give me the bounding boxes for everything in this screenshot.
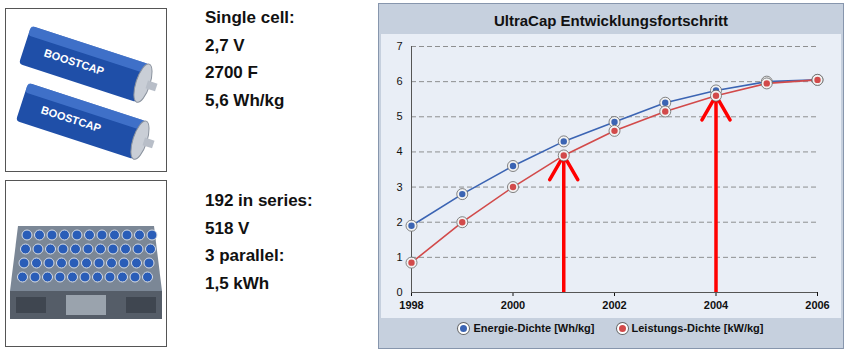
svg-text:7: 7 [396, 40, 402, 52]
svg-text:BOOSTCAP: BOOSTCAP [40, 104, 103, 135]
svg-text:3: 3 [396, 181, 402, 193]
html-text:2700 F: 2700 F [205, 63, 258, 82]
svg-text:BOOSTCAP: BOOSTCAP [43, 47, 106, 78]
html-text:UltraCap Entwicklungsfortschri: UltraCap Entwicklungsfortschritt [493, 12, 729, 29]
svg-text:1: 1 [396, 251, 402, 263]
html-text:Leistungs-Dichte [kW/kg]: Leistungs-Dichte [kW/kg] [631, 322, 764, 334]
html-text:5,6 Wh/kg: 5,6 Wh/kg [205, 90, 285, 110]
svg-text:1998: 1998 [399, 299, 423, 311]
svg-text:2000: 2000 [501, 299, 525, 311]
html-text:2,7 V: 2,7 V [205, 35, 245, 55]
svg-text:2002: 2002 [602, 299, 626, 311]
html-text:518 V: 518 V [205, 218, 250, 238]
svg-text:2: 2 [396, 216, 402, 228]
svg-text:2006: 2006 [805, 299, 829, 311]
svg-text:0: 0 [396, 286, 402, 298]
svg-text:6: 6 [396, 75, 402, 87]
svg-text:5: 5 [396, 110, 402, 122]
html-text:1,5 kWh: 1,5 kWh [205, 273, 270, 293]
svg-text:4: 4 [396, 145, 402, 157]
html-text:192 in series:: 192 in series: [205, 191, 313, 210]
html-text:Energie-Dichte [Wh/kg]: Energie-Dichte [Wh/kg] [473, 322, 595, 334]
html-text:3 parallel:: 3 parallel: [205, 246, 285, 265]
svg-text:2004: 2004 [704, 299, 729, 311]
html-text:Single cell:: Single cell: [205, 8, 295, 27]
